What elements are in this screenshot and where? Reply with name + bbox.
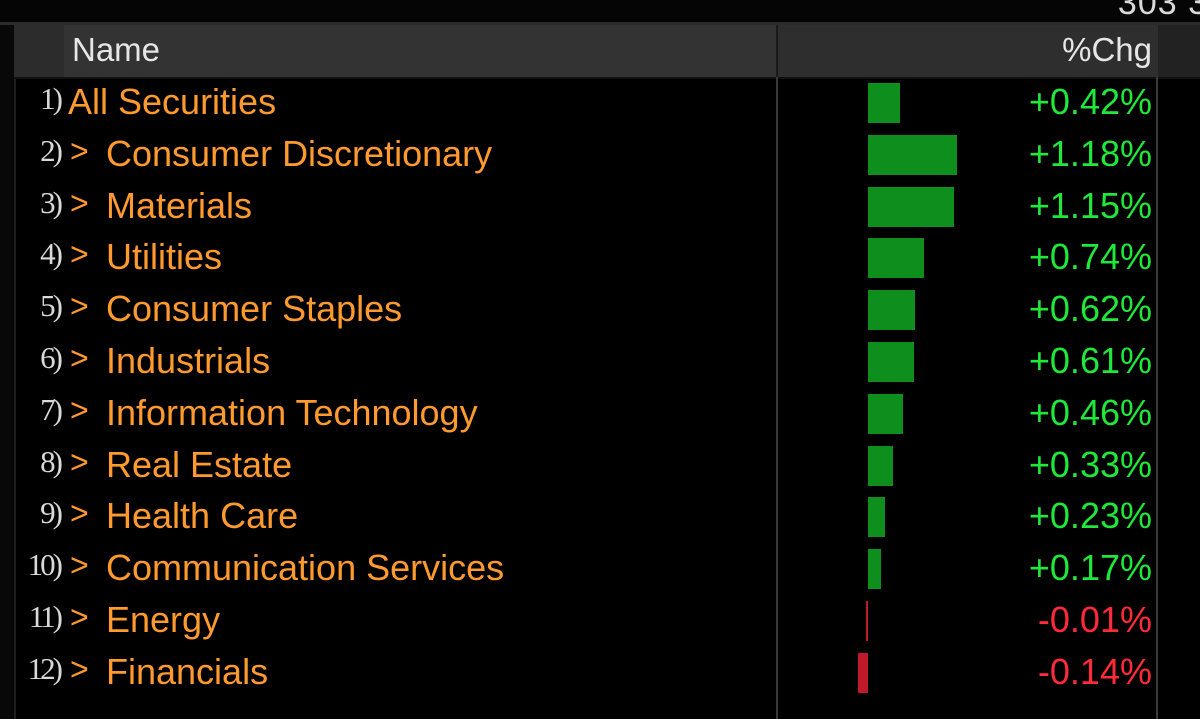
top-strip: 303 3 <box>0 0 1200 25</box>
row-index[interactable]: 12) <box>27 650 63 686</box>
expand-chevron-icon[interactable]: > <box>70 391 89 428</box>
pct-change-value: +0.61% <box>1028 340 1152 381</box>
change-bar <box>868 83 900 123</box>
expand-chevron-icon[interactable]: > <box>70 340 89 376</box>
pct-change-value: +0.62% <box>1028 288 1152 330</box>
expand-chevron-icon[interactable]: > <box>70 184 89 221</box>
table-row[interactable]: 1) All Securities +0.42% <box>14 77 1156 129</box>
table-row[interactable]: 10) > Communication Services +0.17% <box>14 543 1156 595</box>
change-bar <box>868 134 957 175</box>
table-row[interactable]: 7) > Information Technology +0.46% <box>14 388 1156 440</box>
pct-change-value: +0.46% <box>1028 391 1152 433</box>
table-row[interactable]: 12) > Financials -0.14% <box>14 647 1156 699</box>
sector-name[interactable]: Information Technology <box>106 391 478 433</box>
table-row[interactable]: 3) > Materials +1.15% <box>14 181 1156 233</box>
change-bar <box>857 652 868 693</box>
pct-change-value: +1.15% <box>1028 184 1152 226</box>
sector-name[interactable]: All Securities <box>68 81 277 122</box>
expand-chevron-icon[interactable]: > <box>70 443 89 480</box>
change-bar <box>868 186 955 227</box>
change-bar <box>866 601 868 641</box>
chg-column-label: %Chg <box>1062 31 1152 68</box>
expand-chevron-icon[interactable]: > <box>70 132 89 169</box>
expand-chevron-icon[interactable]: > <box>70 547 89 584</box>
row-index[interactable]: 7) <box>40 391 63 427</box>
column-divider <box>776 77 778 719</box>
sector-name[interactable]: Consumer Discretionary <box>106 132 493 174</box>
pct-change-value: +0.74% <box>1028 236 1152 278</box>
change-bar <box>868 393 903 434</box>
chg-column-header[interactable]: %Chg <box>778 25 1158 77</box>
pct-change-value: +0.23% <box>1028 495 1152 537</box>
row-index[interactable]: 1) <box>40 81 63 116</box>
change-bar <box>868 549 881 590</box>
row-index[interactable]: 3) <box>40 184 63 220</box>
left-rail <box>0 25 16 719</box>
row-index[interactable]: 6) <box>40 340 63 375</box>
expand-chevron-icon[interactable]: > <box>70 650 89 687</box>
sector-name[interactable]: Utilities <box>106 236 223 278</box>
row-index[interactable]: 10) <box>27 547 63 583</box>
row-index[interactable]: 5) <box>40 288 63 324</box>
change-bar <box>868 445 893 486</box>
sector-name[interactable]: Materials <box>106 184 253 226</box>
table-row[interactable]: 4) > Utilities +0.74% <box>14 232 1156 284</box>
sector-name[interactable]: Communication Services <box>106 547 505 589</box>
change-bar <box>868 290 915 331</box>
expand-chevron-icon[interactable]: > <box>70 599 89 635</box>
header-pad <box>1158 25 1200 77</box>
top-clipped-text: 303 3 <box>1117 0 1200 22</box>
sector-name[interactable]: Financials <box>106 650 269 692</box>
row-index[interactable]: 11) <box>28 599 63 634</box>
table-row[interactable]: 5) > Consumer Staples +0.62% <box>14 284 1156 336</box>
row-index[interactable]: 9) <box>40 495 63 531</box>
row-index[interactable]: 2) <box>40 132 63 168</box>
table-row[interactable]: 11) > Energy -0.01% <box>14 595 1156 647</box>
table-row[interactable]: 2) > Consumer Discretionary +1.18% <box>14 129 1156 181</box>
pct-change-value: -0.01% <box>1037 599 1152 640</box>
change-bar <box>868 497 886 538</box>
change-bar <box>868 238 924 279</box>
expand-chevron-icon[interactable]: > <box>70 288 89 325</box>
table-row[interactable]: 6) > Industrials +0.61% <box>14 336 1156 388</box>
name-column-label: Name <box>72 31 161 68</box>
column-divider-right <box>1156 77 1158 719</box>
pct-change-value: +0.42% <box>1028 81 1152 122</box>
pct-change-value: +1.18% <box>1028 132 1152 174</box>
row-index[interactable]: 4) <box>40 236 63 272</box>
sector-name[interactable]: Real Estate <box>106 443 293 485</box>
row-index[interactable]: 8) <box>40 443 63 479</box>
table-header: Name %Chg <box>14 25 1200 79</box>
pct-change-value: +0.33% <box>1028 443 1152 485</box>
sector-name[interactable]: Industrials <box>106 340 271 381</box>
sector-name[interactable]: Consumer Staples <box>106 288 403 330</box>
pct-change-value: -0.14% <box>1037 650 1152 692</box>
sector-name[interactable]: Health Care <box>106 495 299 537</box>
name-column-header[interactable]: Name <box>64 25 778 77</box>
pct-change-value: +0.17% <box>1028 547 1152 589</box>
expand-chevron-icon[interactable]: > <box>70 236 89 273</box>
expand-chevron-icon[interactable]: > <box>70 495 89 532</box>
sector-name[interactable]: Energy <box>106 599 221 640</box>
table-row[interactable]: 8) > Real Estate +0.33% <box>14 440 1156 492</box>
change-bar <box>868 342 914 382</box>
table-row[interactable]: 9) > Health Care +0.23% <box>14 491 1156 543</box>
